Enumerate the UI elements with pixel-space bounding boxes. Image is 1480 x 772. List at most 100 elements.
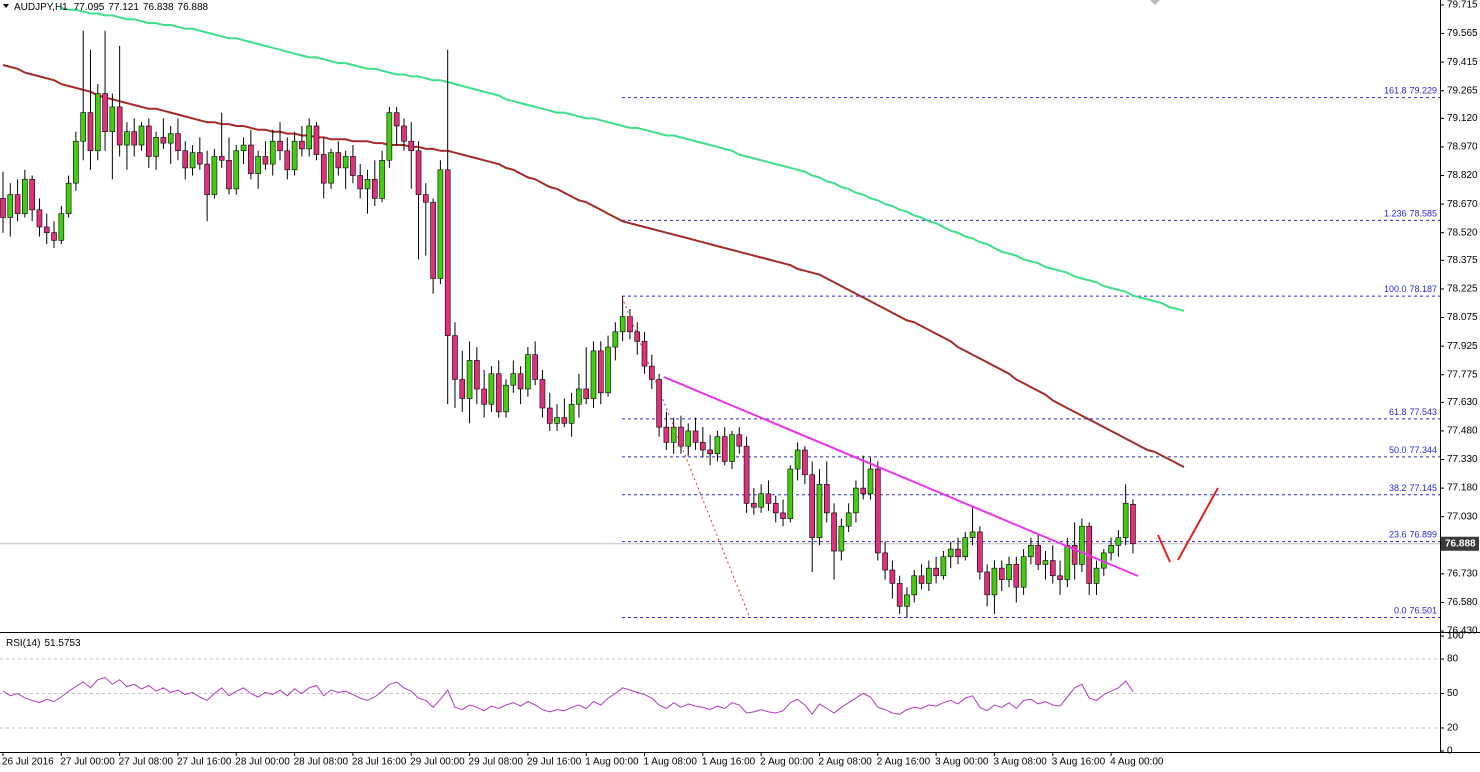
candle-body bbox=[14, 194, 21, 214]
x-tick-label: 2 Aug 00:00 bbox=[760, 757, 814, 768]
candle-body bbox=[437, 169, 444, 279]
y-tick-label: 79.120 bbox=[1447, 113, 1478, 124]
candle-body bbox=[670, 426, 677, 443]
candle-body bbox=[255, 156, 261, 174]
candle-body bbox=[678, 426, 684, 447]
x-tick-label: 1 Aug 16:00 bbox=[702, 757, 756, 768]
candle-body bbox=[503, 384, 509, 413]
rsi-last-value: 51.5753 bbox=[44, 638, 81, 649]
candle-body bbox=[138, 125, 145, 146]
candle-body bbox=[729, 434, 735, 462]
candle-body bbox=[889, 569, 896, 584]
fib-ratio: 100.0 bbox=[1384, 285, 1407, 295]
candle-body bbox=[357, 175, 364, 190]
candle-body bbox=[816, 483, 823, 538]
candle-body bbox=[845, 512, 852, 527]
candle-body bbox=[590, 350, 597, 399]
rsi-title: RSI(14) 51.5753 bbox=[6, 638, 81, 649]
candle-body bbox=[947, 548, 954, 558]
fib-price: 78.585 bbox=[1409, 209, 1437, 219]
candle-body bbox=[1049, 560, 1056, 577]
candle-body bbox=[787, 468, 794, 519]
rsi-y-tick-label: 80 bbox=[1447, 654, 1459, 665]
candle-body bbox=[940, 556, 947, 577]
fib-label: 161.8 79.229 bbox=[1384, 86, 1437, 96]
candle-body bbox=[80, 112, 86, 142]
candle-body bbox=[605, 346, 611, 394]
candle-body bbox=[721, 436, 728, 462]
current-price-box bbox=[1441, 536, 1479, 551]
candle-body bbox=[736, 434, 743, 447]
candle-body bbox=[984, 571, 990, 596]
candle-body bbox=[240, 144, 247, 152]
rsi-line bbox=[2, 676, 1134, 716]
candle-body bbox=[233, 150, 240, 190]
candle-body bbox=[342, 156, 349, 169]
y-tick-label: 77.330 bbox=[1447, 454, 1478, 465]
candle-body bbox=[874, 468, 881, 554]
y-tick-label: 77.630 bbox=[1447, 397, 1478, 408]
candle-body bbox=[167, 133, 174, 144]
y-tick-label: 79.565 bbox=[1447, 28, 1478, 39]
candle-body bbox=[481, 388, 487, 405]
moving-average bbox=[2, 64, 1185, 468]
y-tick-label: 78.225 bbox=[1447, 284, 1478, 295]
candle-body bbox=[743, 445, 750, 504]
fib-ratio: 23.6 bbox=[1389, 530, 1407, 540]
candle-body bbox=[765, 493, 772, 504]
candle-body bbox=[517, 373, 524, 390]
candle-body bbox=[583, 388, 590, 399]
candle-body bbox=[160, 137, 167, 144]
candle-body bbox=[262, 156, 269, 165]
candle-body bbox=[772, 503, 779, 514]
x-tick-label: 2 Aug 16:00 bbox=[877, 757, 931, 768]
candle-body bbox=[488, 373, 495, 405]
candle-body bbox=[576, 388, 582, 405]
candle-body bbox=[415, 150, 422, 195]
x-tick-label: 28 Jul 00:00 bbox=[235, 757, 290, 768]
candle-body bbox=[58, 213, 65, 241]
y-tick-label: 77.925 bbox=[1447, 341, 1478, 352]
candle-body bbox=[299, 140, 305, 150]
x-tick-label: 29 Jul 16:00 bbox=[527, 757, 582, 768]
fib-ratio: 61.8 bbox=[1389, 407, 1407, 417]
rsi-plot bbox=[0, 658, 1440, 729]
y-tick-label: 78.670 bbox=[1447, 199, 1478, 210]
candle-body bbox=[539, 379, 546, 409]
candle-body bbox=[36, 209, 43, 228]
fib-price: 77.145 bbox=[1409, 483, 1437, 493]
candle-body bbox=[1093, 567, 1100, 584]
trend-line bbox=[663, 376, 1139, 577]
candle-body bbox=[328, 152, 334, 184]
candle-body bbox=[561, 417, 568, 424]
candle-body bbox=[1108, 544, 1114, 554]
candle-body bbox=[707, 449, 713, 455]
candle-body bbox=[612, 331, 619, 348]
candle-body bbox=[969, 531, 976, 538]
y-tick-label: 77.180 bbox=[1447, 483, 1478, 494]
y-tick-label: 76.430 bbox=[1447, 626, 1478, 637]
candle-body bbox=[656, 379, 662, 428]
candle-body bbox=[379, 159, 385, 199]
candle-body bbox=[306, 125, 312, 150]
candle-body bbox=[933, 567, 939, 577]
drawn-arrow bbox=[1157, 534, 1171, 563]
y-tick-label: 78.075 bbox=[1447, 312, 1478, 323]
candle-body bbox=[904, 594, 910, 607]
candle-body bbox=[1079, 525, 1085, 565]
y-tick-label: 79.265 bbox=[1447, 85, 1478, 96]
candle-body bbox=[204, 163, 210, 195]
x-tick-label: 3 Aug 16:00 bbox=[1052, 757, 1106, 768]
candle-body bbox=[320, 154, 327, 184]
candle-body bbox=[597, 350, 604, 394]
header-open: 77.095 bbox=[74, 2, 105, 13]
candle-body bbox=[124, 131, 130, 146]
fib-label: 61.8 77.543 bbox=[1389, 407, 1437, 417]
candle-body bbox=[1064, 544, 1071, 580]
candle-body bbox=[313, 125, 320, 155]
candle-body bbox=[87, 112, 94, 152]
candle-body bbox=[1013, 564, 1020, 588]
